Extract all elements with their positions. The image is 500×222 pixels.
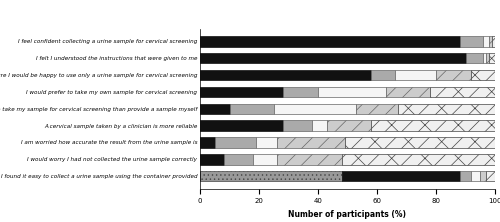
- Bar: [253, 154, 276, 165]
- Bar: [200, 87, 282, 97]
- Bar: [230, 103, 274, 114]
- Bar: [282, 87, 318, 97]
- Bar: [436, 70, 472, 80]
- Bar: [200, 70, 371, 80]
- Bar: [460, 171, 471, 181]
- Bar: [342, 154, 495, 165]
- Bar: [312, 120, 327, 131]
- Bar: [394, 70, 436, 80]
- Bar: [489, 36, 492, 47]
- Bar: [371, 120, 495, 131]
- Bar: [282, 120, 312, 131]
- Bar: [276, 154, 342, 165]
- Bar: [274, 103, 356, 114]
- Bar: [200, 36, 460, 47]
- Bar: [480, 171, 486, 181]
- Bar: [472, 70, 495, 80]
- Bar: [492, 36, 495, 47]
- Bar: [489, 53, 495, 63]
- Bar: [327, 120, 371, 131]
- Bar: [200, 103, 230, 114]
- Bar: [200, 171, 342, 181]
- Bar: [371, 70, 394, 80]
- Bar: [483, 53, 486, 63]
- Bar: [472, 171, 480, 181]
- Bar: [200, 53, 466, 63]
- Bar: [466, 53, 483, 63]
- Bar: [318, 87, 386, 97]
- X-axis label: Number of participants (%): Number of participants (%): [288, 210, 406, 219]
- Bar: [430, 87, 495, 97]
- Bar: [356, 103, 398, 114]
- Bar: [460, 36, 483, 47]
- Bar: [256, 137, 276, 148]
- Bar: [200, 120, 282, 131]
- Bar: [386, 87, 430, 97]
- Bar: [342, 171, 460, 181]
- Bar: [483, 36, 489, 47]
- Bar: [344, 137, 495, 148]
- Bar: [224, 154, 253, 165]
- Bar: [200, 137, 215, 148]
- Bar: [486, 53, 489, 63]
- Bar: [215, 137, 256, 148]
- Bar: [276, 137, 344, 148]
- Bar: [200, 154, 224, 165]
- Bar: [398, 103, 495, 114]
- Bar: [486, 171, 495, 181]
